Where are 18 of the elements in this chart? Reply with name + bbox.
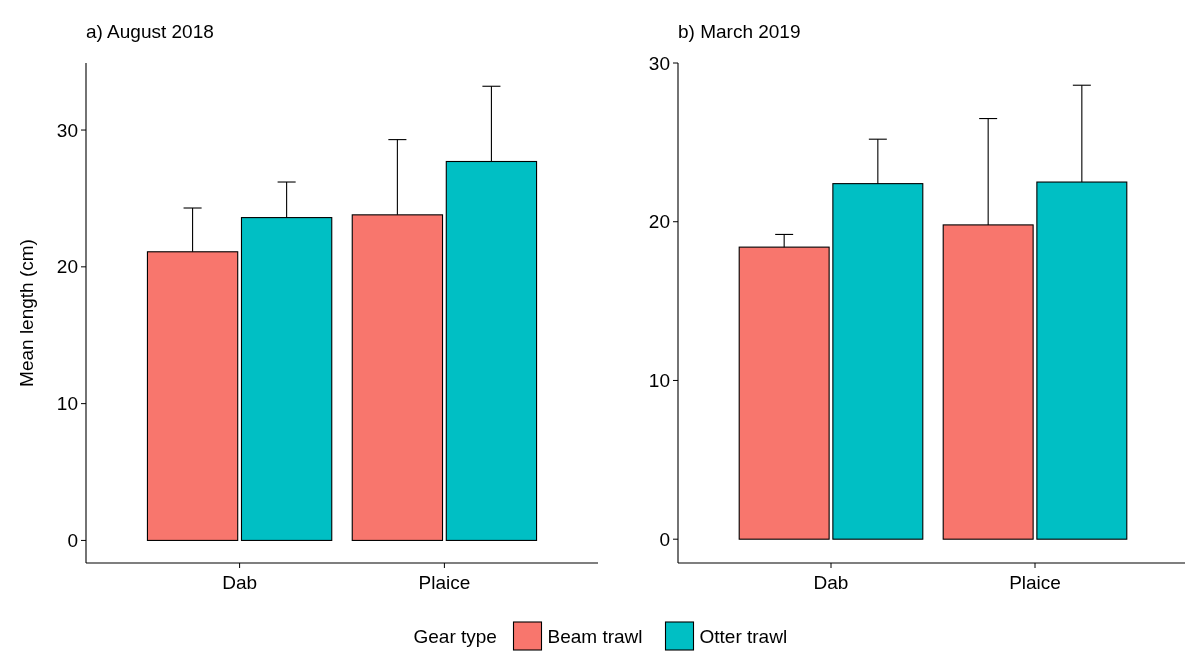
legend-title: Gear type bbox=[413, 625, 497, 647]
y-tick-label: 20 bbox=[648, 211, 670, 233]
legend-label: Otter trawl bbox=[699, 625, 788, 647]
y-tick-label: 30 bbox=[56, 119, 78, 141]
y-tick-label: 10 bbox=[648, 370, 670, 392]
y-tick-label: 10 bbox=[56, 393, 78, 415]
y-tick-label: 20 bbox=[56, 256, 78, 278]
y-tick-label: 0 bbox=[67, 530, 78, 552]
legend-label: Beam trawl bbox=[547, 625, 643, 647]
x-tick-label: Dab bbox=[222, 572, 258, 593]
x-tick-label: Dab bbox=[813, 572, 849, 593]
y-tick-label: 0 bbox=[659, 528, 670, 550]
y-axis-title: Mean length (cm) bbox=[16, 239, 37, 387]
chart-title: a) August 2018 bbox=[86, 21, 214, 42]
y-tick-label: 30 bbox=[648, 52, 670, 74]
x-tick-label: Plaice bbox=[1009, 572, 1061, 593]
chart-title: b) March 2019 bbox=[678, 21, 801, 42]
x-tick-label: Plaice bbox=[418, 572, 471, 593]
